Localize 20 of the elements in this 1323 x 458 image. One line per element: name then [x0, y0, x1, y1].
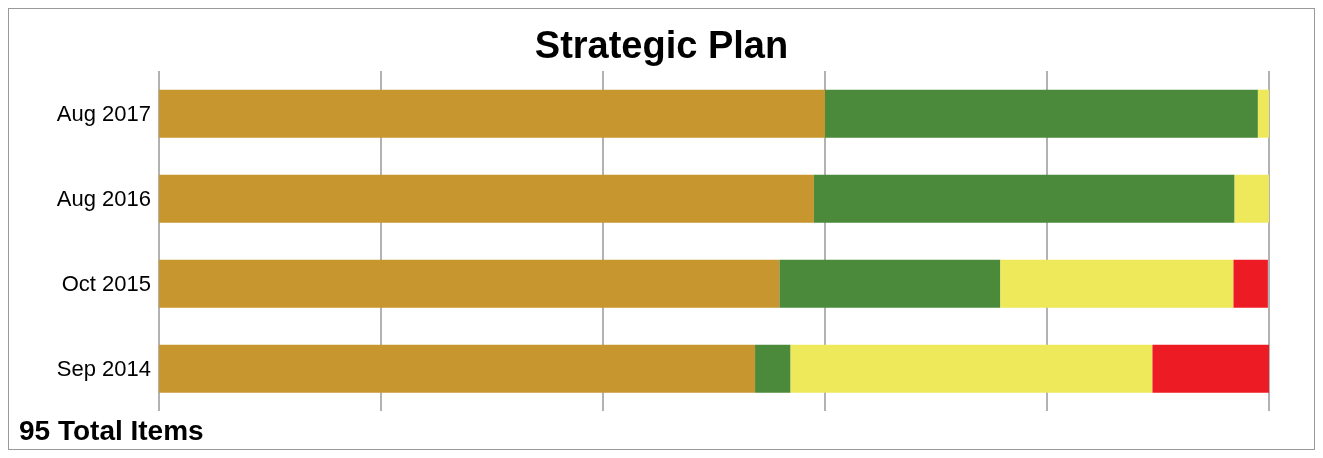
- bar: [779, 259, 1001, 308]
- y-tick-label: Sep 2014: [56, 356, 151, 382]
- bar: [1234, 174, 1269, 223]
- bar: [1257, 89, 1269, 138]
- bar: [1152, 344, 1269, 393]
- y-tick-label: Aug 2017: [56, 101, 151, 127]
- y-tick-label: Aug 2016: [56, 186, 151, 212]
- bar: [159, 89, 825, 138]
- bar: [159, 259, 780, 308]
- bar: [813, 174, 1235, 223]
- bar: [825, 89, 1258, 138]
- bar: [1000, 259, 1234, 308]
- bar: [790, 344, 1153, 393]
- bar: [755, 344, 791, 393]
- text: 95 Total Items: [19, 415, 205, 447]
- chart-title: Strategic Plan: [533, 23, 790, 68]
- bar: [159, 174, 814, 223]
- bar: [1233, 259, 1268, 308]
- bar: [159, 344, 756, 393]
- y-tick-label: Oct 2015: [61, 271, 151, 297]
